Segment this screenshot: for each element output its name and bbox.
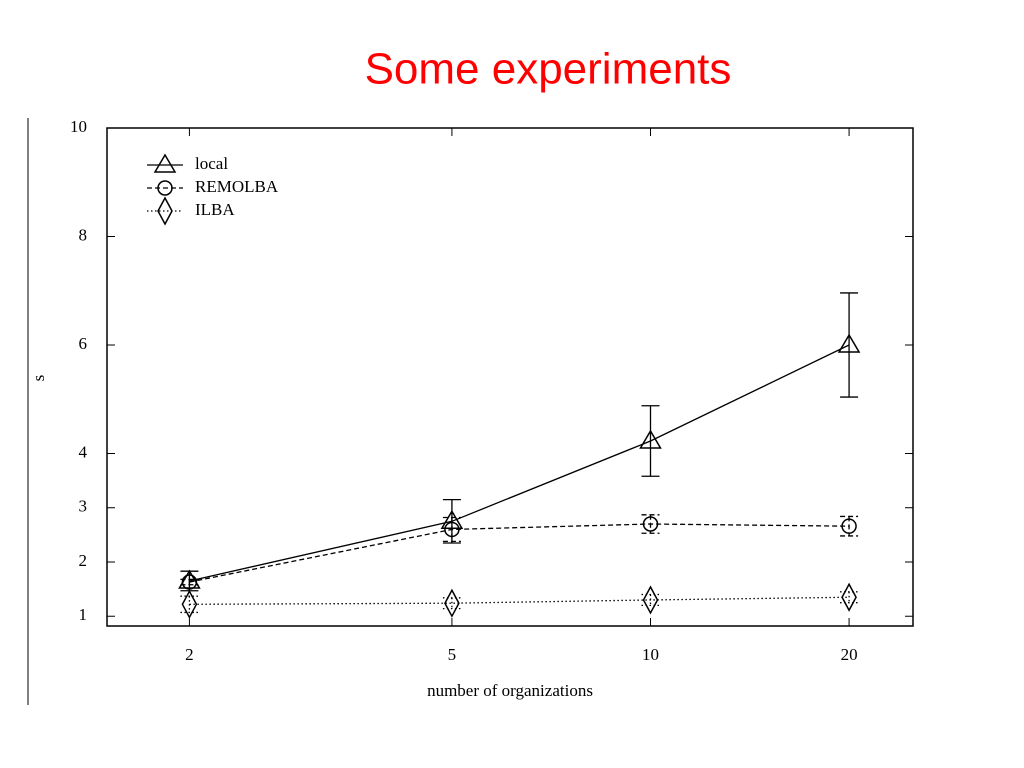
y-tick-label: 6: [79, 334, 88, 353]
y-tick-label: 1: [79, 605, 88, 624]
marker: [639, 429, 662, 449]
x-tick-label: 20: [841, 645, 858, 664]
y-tick-label: 10: [70, 117, 87, 136]
legend-label: REMOLBA: [195, 177, 279, 196]
y-tick-label: 3: [79, 497, 88, 516]
legend-marker: [153, 153, 177, 173]
marker: [841, 582, 857, 612]
x-tick-label: 5: [448, 645, 457, 664]
y-axis-label: s: [29, 375, 48, 382]
error-bar: [442, 597, 461, 610]
y-tick-label: 2: [79, 551, 88, 570]
error-bar: [641, 405, 660, 477]
series-line: [189, 523, 850, 583]
marker: [841, 518, 857, 534]
legend-label: ILBA: [195, 200, 235, 219]
plot-frame: [106, 127, 914, 627]
legend-marker: [157, 196, 173, 226]
error-bar: [641, 593, 660, 607]
marker: [642, 585, 659, 615]
error-bar: [442, 516, 461, 543]
marker: [181, 589, 198, 619]
y-tick-label: 4: [79, 442, 88, 461]
error-bar: [840, 292, 859, 398]
series-line: [189, 344, 850, 582]
y-tick-label: 8: [79, 225, 88, 244]
x-tick-label: 2: [185, 645, 194, 664]
slide-title: Some experiments: [365, 45, 732, 94]
error-bar: [641, 514, 660, 534]
x-tick-label: 10: [642, 645, 659, 664]
error-bar: [840, 591, 859, 604]
error-bar: [180, 595, 199, 614]
legend-label: local: [195, 154, 228, 173]
marker: [181, 574, 198, 590]
marker: [837, 333, 861, 353]
x-axis-label: number of organizations: [427, 681, 593, 700]
legend-marker: [157, 180, 173, 196]
marker: [642, 516, 659, 532]
marker: [444, 521, 460, 538]
series-line: [189, 596, 850, 605]
marker: [444, 588, 460, 618]
